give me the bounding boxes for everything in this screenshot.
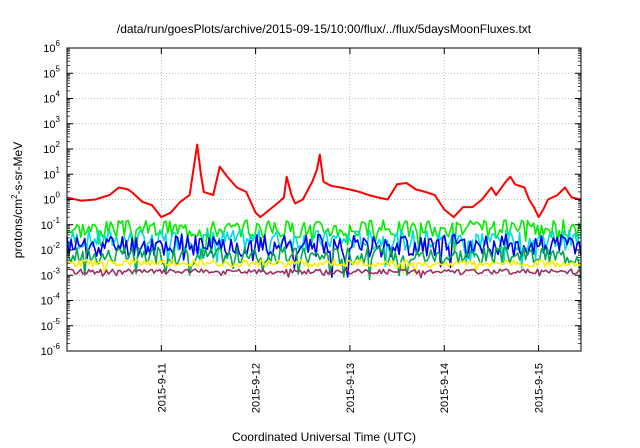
y-tick-label-base: 10 xyxy=(43,169,55,181)
y-tick-label-base: 10 xyxy=(43,68,55,80)
y-tick-label-base: 10 xyxy=(41,245,53,257)
y-tick-label: 104 xyxy=(43,90,60,106)
series-line-3 xyxy=(66,233,582,278)
y-axis-label-exponent: 2 xyxy=(10,194,19,199)
y-tick-label-exponent: -2 xyxy=(53,241,61,250)
y-tick-label: 101 xyxy=(43,165,60,181)
y-tick-label-base: 10 xyxy=(43,119,55,131)
y-tick-label: 10-6 xyxy=(41,342,61,358)
y-tick-label-exponent: -6 xyxy=(53,342,61,351)
y-tick-label-exponent: 6 xyxy=(56,39,61,48)
y-tick-label-base: 10 xyxy=(41,220,53,232)
y-axis-label-unit: protons/cm xyxy=(11,199,25,258)
y-tick-label-exponent: 5 xyxy=(56,64,61,73)
y-tick-label-base: 10 xyxy=(41,296,53,308)
axis-ticks: 10-610-510-410-310-210-11001011021031041… xyxy=(41,39,581,413)
series-layer xyxy=(66,143,582,281)
y-tick-label: 106 xyxy=(43,39,60,55)
y-tick-label-base: 10 xyxy=(41,270,53,282)
series-line-4 xyxy=(66,246,582,281)
y-tick-label-base: 10 xyxy=(43,144,55,156)
y-tick-label-exponent: -4 xyxy=(53,292,61,301)
x-tick-label: 2015-9-13 xyxy=(345,363,357,413)
x-tick-label: 2015-9-11 xyxy=(156,363,168,412)
y-tick-label-base: 10 xyxy=(41,321,53,333)
y-axis-label-rest: -s-sr-MeV xyxy=(11,142,25,195)
x-tick-label: 2015-9-14 xyxy=(439,363,451,413)
y-tick-label-exponent: 1 xyxy=(56,165,61,174)
series-line-5 xyxy=(66,258,582,274)
y-tick-label-base: 10 xyxy=(43,195,55,207)
y-tick-label-exponent: 0 xyxy=(56,191,61,200)
y-tick-label-exponent: -5 xyxy=(53,317,61,326)
y-tick-label: 100 xyxy=(43,191,60,207)
plot-frame xyxy=(66,47,582,352)
y-tick-label: 10-5 xyxy=(41,317,61,333)
gridlines xyxy=(67,48,581,351)
y-tick-label-base: 10 xyxy=(43,43,55,55)
x-tick-label: 2015-9-12 xyxy=(251,363,263,413)
y-tick-label: 10-2 xyxy=(41,241,61,257)
y-tick-label-exponent: 4 xyxy=(56,90,61,99)
y-tick-label: 10-4 xyxy=(41,292,61,308)
y-axis-label: protons/cm2-s-sr-MeV xyxy=(10,142,25,258)
x-axis-label: Coordinated Universal Time (UTC) xyxy=(232,430,416,444)
x-tick-label: 2015-9-15 xyxy=(534,363,546,413)
series-line-1 xyxy=(66,219,582,255)
y-tick-label-exponent: 2 xyxy=(56,140,61,149)
series-line-6 xyxy=(66,268,582,279)
y-tick-label: 102 xyxy=(43,140,60,156)
y-tick-label: 10-3 xyxy=(41,266,61,282)
y-tick-label: 103 xyxy=(43,115,60,131)
y-tick-label: 105 xyxy=(43,64,60,80)
y-tick-label-exponent: -3 xyxy=(53,266,61,275)
y-tick-label-base: 10 xyxy=(41,346,53,358)
y-tick-label-exponent: 3 xyxy=(56,115,61,124)
series-line-0 xyxy=(66,143,582,219)
y-tick-label: 10-1 xyxy=(41,216,61,232)
chart-title: /data/run/goesPlots/archive/2015-09-15/1… xyxy=(117,22,532,36)
y-tick-label-exponent: -1 xyxy=(53,216,61,225)
y-tick-label-base: 10 xyxy=(43,94,55,106)
